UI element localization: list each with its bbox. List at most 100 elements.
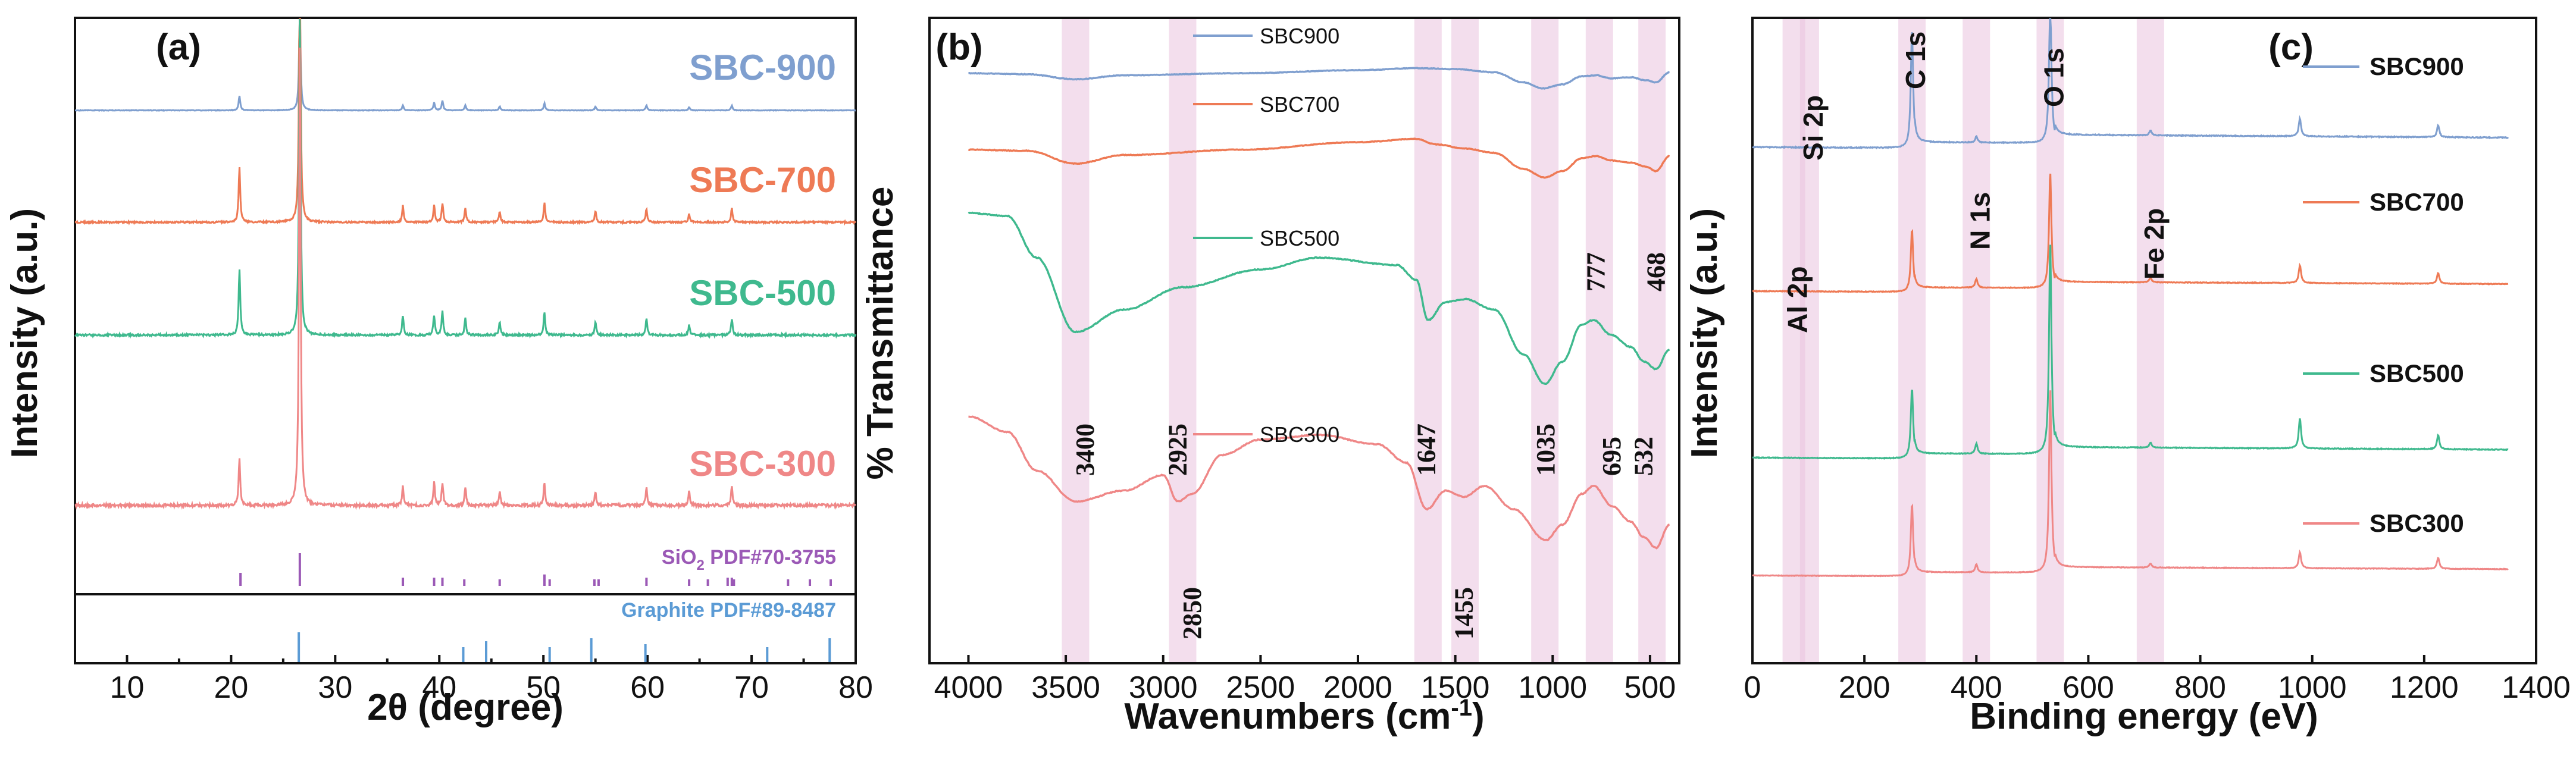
panel-c-element-label: Al 2p	[1782, 266, 1813, 333]
panel-a-xtick-label: 30	[318, 670, 352, 705]
ref-label-sio2-main: SiO	[662, 546, 697, 569]
panel-b-xtick-label: 4000	[934, 670, 1003, 705]
panel-c-element-label: C 1s	[1900, 32, 1931, 89]
panel-b-xtick-label: 3000	[1129, 670, 1198, 705]
panel-b-band	[1451, 19, 1479, 662]
panel-b-xlabel: Wavenumbers (cm-1)	[1124, 695, 1484, 737]
panel-c-series-line	[1752, 390, 2509, 578]
panel-b-annotation: 532	[1629, 437, 1658, 476]
panel-b-xtick-label: 3500	[1031, 670, 1100, 705]
panel-b-annotation: 2925	[1163, 424, 1192, 476]
panel-a-series-label: SBC-300	[689, 444, 836, 484]
panel-c-element-label: Fe 2p	[2139, 208, 2170, 280]
panel-b-band	[1585, 19, 1613, 662]
panel-b-legend-label: SBC900	[1260, 24, 1339, 48]
panel-a-series-label: SBC-700	[689, 160, 836, 200]
panel-b-tag: (b)	[935, 27, 982, 68]
panel-b-annotation-low: 1455	[1449, 587, 1478, 639]
panel-c-xlabel: Binding energy (eV)	[1970, 696, 2318, 737]
panel-b-band	[1169, 19, 1197, 662]
panel-c-band	[2036, 19, 2064, 662]
panel-b-series-line	[968, 67, 1670, 90]
panel-c-series-line	[1752, 244, 2509, 460]
panel-b-legend-label: SBC500	[1260, 226, 1339, 250]
panel-c-band	[2136, 19, 2164, 662]
panel-c-xps: (c) Intensity (a.u.) Binding energy (eV)…	[1684, 17, 2571, 737]
panel-c-xtick-label: 400	[1951, 670, 2002, 705]
panel-a-ylabel: Intensity (a.u.)	[4, 208, 45, 458]
panel-b-annotation: 695	[1597, 437, 1626, 476]
panel-b-annotation: 1647	[1412, 424, 1441, 476]
panel-a-series-line	[74, 18, 856, 112]
panel-c-band	[1799, 19, 1819, 662]
panel-a-xlabel: 2θ (degree)	[367, 687, 564, 728]
panel-c-xtick-label: 600	[2062, 670, 2114, 705]
panel-b-xtick-label: 2500	[1226, 670, 1295, 705]
panel-a-xtick-label: 50	[526, 670, 561, 705]
panel-b-xtick-label: 1500	[1421, 670, 1490, 705]
panel-b-band	[1638, 19, 1666, 662]
panel-b-annotation-top: 468	[1641, 252, 1670, 291]
panel-a-series-label: SBC-900	[689, 48, 836, 87]
panel-b-annotation-top: 777	[1581, 252, 1610, 291]
panel-a-series-line	[74, 18, 857, 339]
panel-a-series-line	[74, 18, 857, 226]
panel-a-series-line	[74, 48, 856, 510]
panel-c-ylabel: Intensity (a.u.)	[1684, 208, 1725, 458]
panel-b-series-line	[968, 137, 1670, 179]
ref-label-sio2-sub: 2	[697, 557, 705, 573]
panel-c-legend-label: SBC700	[2370, 188, 2464, 216]
panel-b-legend-label: SBC300	[1260, 422, 1339, 447]
panel-b-series-line	[968, 211, 1670, 385]
panel-c-band	[1962, 19, 1990, 662]
ref-label-sio2-rest: PDF#70-3755	[705, 546, 836, 569]
panel-a-frame	[74, 17, 857, 664]
panel-c-legend-label: SBC900	[2370, 52, 2464, 80]
panel-a-xtick-label: 60	[630, 670, 665, 705]
panel-c-tag: (c)	[2268, 27, 2314, 68]
panel-c-element-label: O 1s	[2038, 48, 2069, 107]
panel-a-series-label: SBC-500	[689, 273, 836, 313]
panel-b-legend-label: SBC700	[1260, 92, 1339, 117]
panel-a-tag: (a)	[156, 27, 201, 68]
panel-b-xlabel-end: )	[1472, 696, 1485, 737]
panel-a-xtick-label: 70	[734, 670, 769, 705]
panel-b-frame	[928, 17, 1680, 664]
panel-b-annotation: 1035	[1531, 424, 1560, 476]
ref-label-graphite: Graphite PDF#89-8487	[621, 599, 836, 622]
panel-c-legend-label: SBC500	[2370, 359, 2464, 387]
panel-a-xrd: (a) Intensity (a.u.) 2θ (degree) 10 20 30 4…	[4, 17, 873, 728]
panel-c-band	[1898, 19, 1926, 662]
panel-c-xtick-label: 800	[2174, 670, 2226, 705]
panel-b-xtick-label: 500	[1625, 670, 1676, 705]
panel-b-band	[1531, 19, 1559, 662]
panel-b-xlabel-sup: -1	[1451, 695, 1472, 721]
ref-label-sio2: SiO2 PDF#70-3755	[662, 546, 836, 573]
panel-b-band	[1062, 19, 1090, 662]
panel-a-xtick-label: 80	[838, 670, 873, 705]
panel-a-xtick-label: 10	[110, 670, 145, 705]
panel-c-legend-label: SBC300	[2370, 509, 2464, 537]
panel-c-xtick-label: 1400	[2502, 670, 2571, 705]
panel-b-series-line	[968, 415, 1670, 550]
panel-a-xtick-label: 20	[214, 670, 248, 705]
panel-b-xtick-label: 1000	[1518, 670, 1587, 705]
panel-c-series-line	[1752, 173, 2509, 293]
panel-c-frame	[1751, 17, 2537, 664]
panel-c-xtick-label: 1200	[2390, 670, 2459, 705]
panel-b-xtick-label: 2000	[1323, 670, 1392, 705]
panel-b-annotation: 3400	[1071, 424, 1100, 476]
panel-b-annotation-low: 2850	[1178, 587, 1207, 639]
panel-b-ylabel: % Transmittance	[860, 187, 901, 480]
panel-b-xlabel-main: Wavenumbers (cm	[1124, 696, 1451, 737]
panel-b-ftir: (b) % Transmittance Wavenumbers (cm-1) 4…	[860, 17, 1680, 737]
panel-b-band	[1414, 19, 1442, 662]
panel-c-xtick-label: 200	[1839, 670, 1890, 705]
panel-c-series-line	[1752, 18, 2509, 150]
panel-c-element-label: Si 2p	[1798, 95, 1829, 161]
panel-c-element-label: N 1s	[1964, 192, 1995, 250]
panel-a-xtick-label: 40	[422, 670, 456, 705]
panel-c-xtick-label: 0	[1744, 670, 1761, 705]
panel-c-xtick-label: 1000	[2278, 670, 2347, 705]
